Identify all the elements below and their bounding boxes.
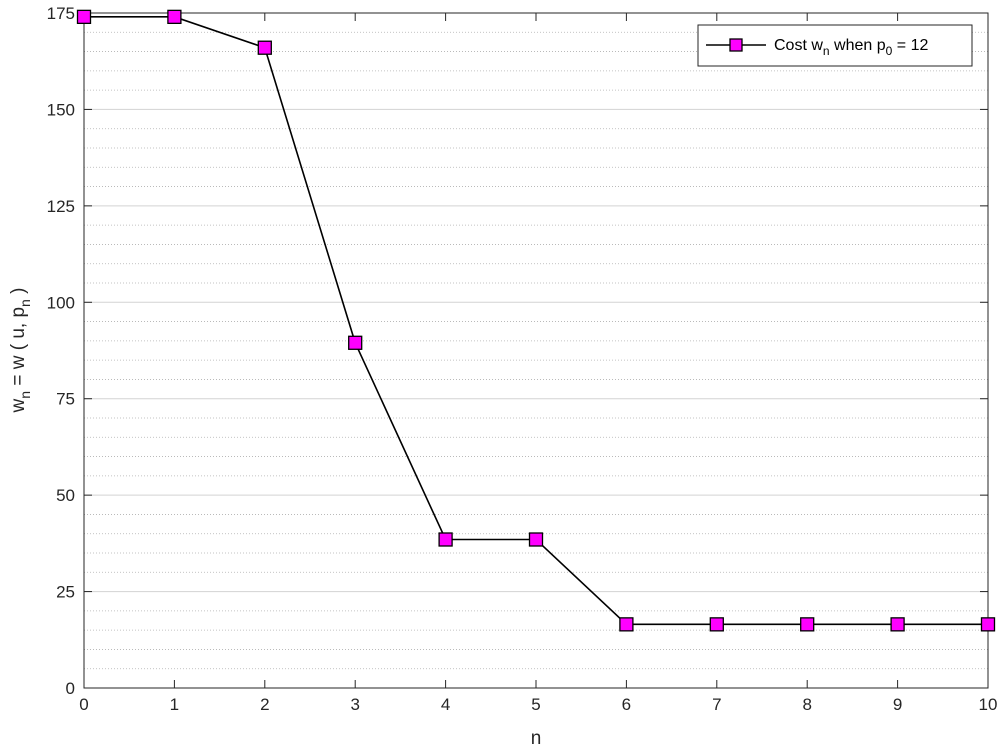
x-tick-label: 5: [531, 695, 540, 714]
plot-background: [84, 13, 988, 688]
y-tick-label: 175: [47, 4, 75, 23]
x-tick-label: 9: [893, 695, 902, 714]
x-tick-label: 3: [350, 695, 359, 714]
legend-marker-sample: [729, 38, 743, 52]
y-axis-ticks: 0 25 50 75 100 125 150 175: [47, 4, 988, 698]
x-tick-label: 2: [260, 695, 269, 714]
y-tick-label: 125: [47, 197, 75, 216]
y-axis-label: wn = w ( u, pn ): [8, 288, 33, 414]
x-tick-label: 10: [979, 695, 998, 714]
data-point-marker: [800, 617, 815, 632]
data-point-marker: [528, 532, 544, 547]
y-tick-label: 75: [56, 390, 75, 409]
x-tick-label: 4: [441, 695, 450, 714]
data-point-marker: [980, 617, 996, 632]
data-point-marker: [890, 617, 905, 632]
data-point-marker: [76, 9, 92, 25]
minor-grid: [84, 31, 988, 670]
x-tick-label: 6: [622, 695, 631, 714]
x-tick-label: 0: [79, 695, 88, 714]
y-tick-label: 25: [56, 583, 75, 602]
legend: Cost wn when p0 = 12: [697, 24, 973, 67]
data-point-marker: [709, 617, 724, 632]
y-tick-label: 150: [47, 100, 75, 119]
data-point-marker: [257, 40, 272, 55]
y-tick-label: 100: [47, 293, 75, 312]
data-point-marker: [167, 9, 182, 25]
data-point-marker: [348, 335, 363, 350]
data-point-marker: [438, 532, 453, 547]
data-point-marker: [619, 617, 634, 632]
x-axis-label: n: [531, 728, 542, 747]
x-tick-label: 7: [712, 695, 721, 714]
legend-entry-label: Cost wn when p0 = 12: [774, 37, 928, 58]
x-tick-label: 8: [802, 695, 811, 714]
x-tick-label: 1: [170, 695, 179, 714]
y-tick-label: 0: [66, 679, 75, 698]
y-tick-label: 50: [56, 486, 75, 505]
series-layer: [76, 9, 996, 632]
major-grid: [84, 108, 988, 593]
x-axis-ticks: 0 1 2 3 4 5 6 7 8 9 10: [79, 13, 997, 714]
